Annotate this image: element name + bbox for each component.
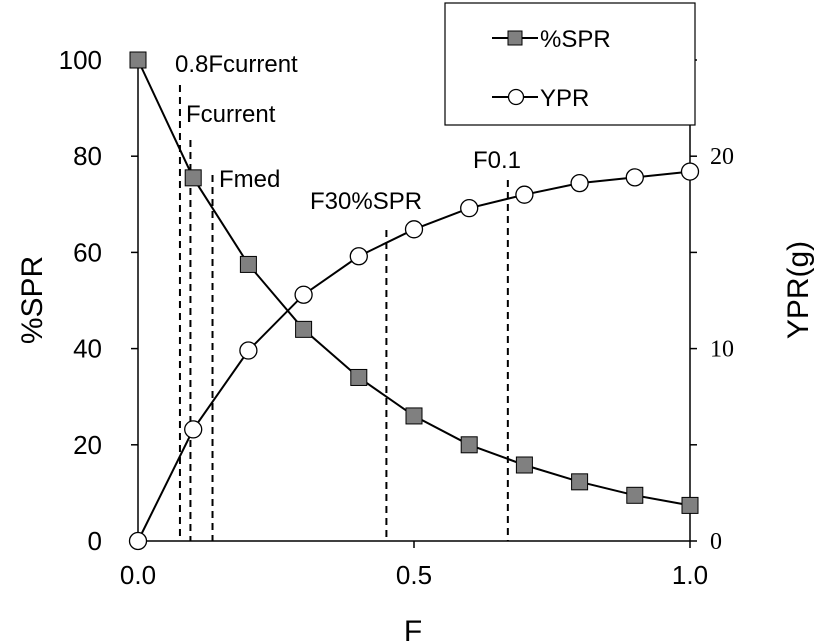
ypr-marker (625, 168, 644, 187)
legend-ypr-label: YPR (540, 85, 589, 112)
left-y-tick-label: 100 (59, 45, 102, 75)
reference-lines: 0.8Fcurrent Fcurrent Fmed F30%SPR F0.1 (175, 51, 521, 541)
right-y-tick-label: 10 (710, 337, 734, 363)
left-y-tick-label: 60 (73, 237, 102, 267)
x-axis-title: F (404, 615, 422, 643)
spr-marker (460, 436, 478, 454)
x-tick-label: 0.5 (396, 560, 432, 590)
spr-marker (571, 473, 589, 491)
right-y-tick-label: 20 (710, 144, 734, 170)
spr-marker (681, 496, 699, 514)
x-tick-label: 0.0 (120, 560, 156, 590)
reference-line-label: F30%SPR (310, 188, 422, 215)
left-y-axis-title: %SPR (16, 256, 49, 344)
x-tick-label: 1.0 (672, 560, 708, 590)
legend-spr-label: %SPR (540, 26, 611, 53)
legend-spr-marker (507, 30, 523, 46)
ypr-marker (680, 162, 700, 181)
right-y-tick-label: 0 (710, 529, 722, 555)
reference-line-label: 0.8Fcurrent (175, 51, 298, 78)
series-layer (128, 51, 700, 551)
spr-marker (129, 51, 147, 69)
legend-box (444, 2, 696, 126)
legend: %SPR YPR (444, 2, 696, 126)
spr-marker (626, 486, 644, 504)
right-y-axis-title: YPR(g) (782, 241, 815, 339)
legend-ypr-marker (507, 88, 525, 106)
ypr-marker (404, 220, 424, 239)
reference-line-label: Fmed (219, 166, 280, 193)
spr-marker (239, 255, 257, 273)
ypr-marker (570, 173, 589, 193)
left-y-tick-label: 40 (73, 334, 102, 364)
spr-marker (515, 456, 533, 474)
spr-marker (350, 368, 368, 386)
left-y-tick-label: 20 (73, 430, 102, 460)
left-y-tick-label: 0 (88, 526, 102, 556)
reference-line-label: Fcurrent (186, 101, 276, 128)
ypr-marker (184, 420, 203, 439)
ypr-marker (294, 285, 313, 304)
ypr-marker (515, 185, 534, 204)
spr-marker (184, 169, 202, 187)
ypr-marker (239, 341, 258, 360)
reference-line-label: F0.1 (473, 147, 521, 174)
ypr-marker (460, 198, 479, 218)
ypr-marker (349, 247, 368, 266)
spr-marker (295, 320, 313, 338)
left-y-tick-label: 80 (73, 141, 102, 171)
ypr-marker (128, 531, 148, 551)
spr-marker (405, 407, 423, 425)
